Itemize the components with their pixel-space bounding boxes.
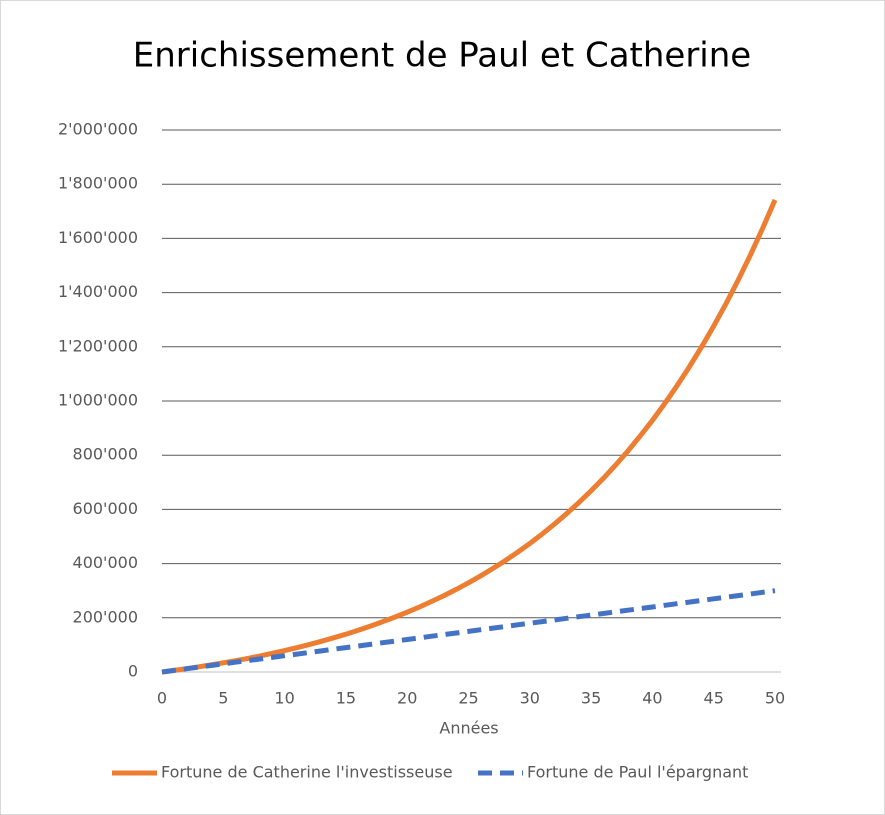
x-tick-label: 5 — [218, 689, 228, 708]
x-tick-label: 50 — [765, 689, 785, 708]
y-tick-label: 200'000 — [73, 607, 138, 626]
series-line — [161, 588, 776, 675]
y-tick-label: 0 — [128, 662, 138, 681]
chart-title: Enrichissement de Paul et Catherine — [133, 36, 751, 76]
y-tick-label: 1'600'000 — [58, 228, 138, 247]
y-tick-label: 1'800'000 — [58, 174, 138, 193]
y-tick-label: 2'000'000 — [58, 120, 138, 139]
x-tick-label: 30 — [520, 689, 540, 708]
y-tick-label: 800'000 — [73, 445, 138, 464]
x-tick-label: 20 — [397, 689, 417, 708]
x-tick-label: 40 — [642, 689, 662, 708]
x-tick-label: 15 — [336, 689, 356, 708]
x-tick-label: 25 — [458, 689, 478, 708]
x-tick-label: 45 — [704, 689, 724, 708]
y-tick-label: 1'200'000 — [58, 336, 138, 355]
y-tick-label: 1'400'000 — [58, 282, 138, 301]
x-tick-label: 35 — [581, 689, 601, 708]
y-tick-label: 600'000 — [73, 499, 138, 518]
legend-label: Fortune de Catherine l'investisseuse — [161, 763, 453, 782]
y-tick-label: 400'000 — [73, 553, 138, 572]
x-axis-label: Années — [439, 719, 498, 738]
x-tick-label: 10 — [274, 689, 294, 708]
x-tick-label: 0 — [157, 689, 167, 708]
series-line — [161, 198, 778, 675]
y-tick-label: 1'000'000 — [58, 391, 138, 410]
legend-label: Fortune de Paul l'épargnant — [527, 763, 748, 782]
